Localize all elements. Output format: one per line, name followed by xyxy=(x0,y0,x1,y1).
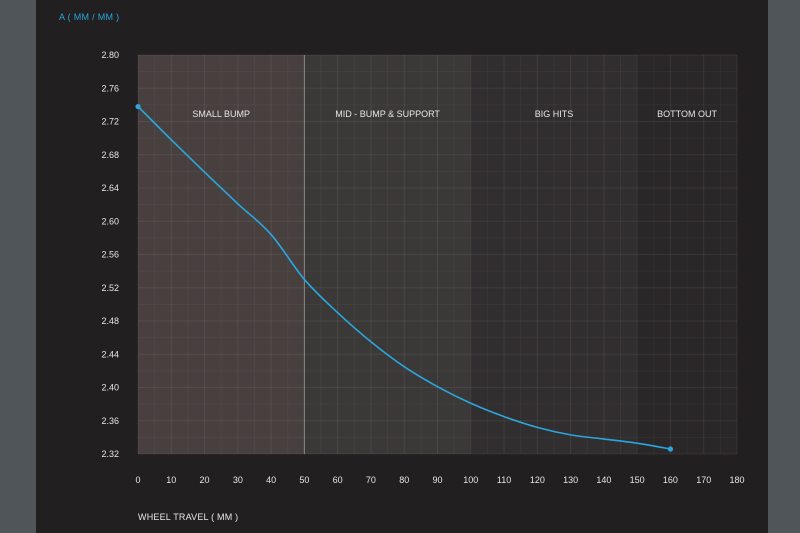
zone-band-3 xyxy=(637,55,737,454)
x-tick-label: 0 xyxy=(135,475,140,485)
x-tick-label: 60 xyxy=(333,475,343,485)
zone-band-2 xyxy=(470,55,638,454)
x-tick-label: 140 xyxy=(596,475,611,485)
y-tick-label: 2.40 xyxy=(101,383,119,393)
zone-labels: SMALL BUMP MID - BUMP & SUPPORT BIG HITS BO… xyxy=(192,109,717,119)
x-tick-label: 10 xyxy=(166,475,176,485)
zone-backgrounds xyxy=(138,55,737,454)
y-tick-label: 2.64 xyxy=(101,183,119,193)
zone-label-0: SMALL BUMP xyxy=(192,109,250,119)
zone-band-0 xyxy=(138,55,305,454)
x-tick-label: 180 xyxy=(729,475,744,485)
x-tick-label: 100 xyxy=(463,475,478,485)
y-tick-label: 2.80 xyxy=(101,50,119,60)
x-tick-label: 90 xyxy=(432,475,442,485)
series-line xyxy=(137,105,671,450)
y-tick-label: 2.36 xyxy=(101,416,119,426)
chart-grid xyxy=(137,54,738,455)
x-tick-labels: 0 10 20 30 40 50 60 70 80 90 100 110 120 130 140 150 160… xyxy=(135,475,744,485)
y-tick-labels: 2.80 2.76 2.72 2.68 2.64 2.60 2.56 2.52 2.48 2.44… xyxy=(101,50,119,459)
y-tick-label: 2.32 xyxy=(101,449,119,459)
zone-label-2: BIG HITS xyxy=(535,109,574,119)
x-tick-label: 80 xyxy=(399,475,409,485)
x-tick-label: 70 xyxy=(366,475,376,485)
series-endpoints xyxy=(135,103,674,452)
y-tick-label: 2.72 xyxy=(101,117,119,127)
y-tick-label: 2.60 xyxy=(101,216,119,226)
x-tick-label: 30 xyxy=(233,475,243,485)
zone-label-1: MID - BUMP & SUPPORT xyxy=(335,109,440,119)
zone-label-3: BOTTOM OUT xyxy=(657,109,717,119)
x-tick-label: 170 xyxy=(696,475,711,485)
y-tick-label: 2.68 xyxy=(101,150,119,160)
x-tick-label: 120 xyxy=(530,475,545,485)
x-tick-label: 160 xyxy=(663,475,678,485)
y-tick-label: 2.76 xyxy=(101,83,119,93)
series-end-point xyxy=(667,446,674,452)
y-tick-label: 2.48 xyxy=(101,316,119,326)
y-tick-label: 2.44 xyxy=(101,349,119,359)
x-tick-label: 110 xyxy=(497,475,511,485)
y-tick-label: 2.52 xyxy=(101,283,119,293)
x-tick-label: 40 xyxy=(266,475,276,485)
x-tick-label: 150 xyxy=(630,475,645,485)
series-start-point xyxy=(135,103,141,110)
y-tick-label: 2.56 xyxy=(101,250,119,260)
zone-band-1 xyxy=(304,55,471,454)
x-tick-label: 20 xyxy=(200,475,210,485)
x-tick-label: 50 xyxy=(299,475,309,485)
y-axis-title: A ( MM / MM ) xyxy=(59,12,120,22)
x-axis-title: WHEEL TRAVEL ( MM ) xyxy=(138,512,239,522)
x-tick-label: 130 xyxy=(563,475,578,485)
